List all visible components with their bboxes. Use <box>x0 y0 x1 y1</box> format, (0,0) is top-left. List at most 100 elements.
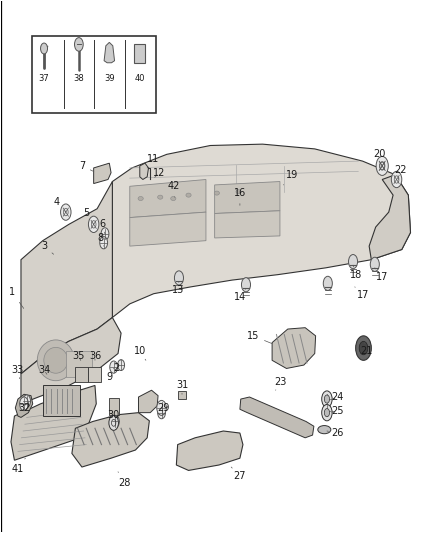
Text: 13: 13 <box>172 281 184 295</box>
Text: 3: 3 <box>41 241 53 254</box>
Polygon shape <box>369 175 410 260</box>
Circle shape <box>359 341 368 355</box>
Text: 23: 23 <box>275 377 287 390</box>
Ellipse shape <box>171 197 176 200</box>
Text: 24: 24 <box>331 392 343 402</box>
Circle shape <box>370 257 379 271</box>
Text: 40: 40 <box>134 74 145 83</box>
FancyBboxPatch shape <box>178 391 186 399</box>
Circle shape <box>324 395 329 403</box>
FancyBboxPatch shape <box>88 367 102 382</box>
Circle shape <box>376 156 389 175</box>
Polygon shape <box>272 328 316 368</box>
Circle shape <box>74 38 83 51</box>
Text: 1: 1 <box>9 287 24 309</box>
Polygon shape <box>94 163 111 183</box>
Text: 14: 14 <box>234 288 246 302</box>
Ellipse shape <box>236 190 241 194</box>
Circle shape <box>356 336 371 360</box>
Circle shape <box>391 171 402 188</box>
Circle shape <box>241 278 251 292</box>
Text: 41: 41 <box>12 458 25 474</box>
Ellipse shape <box>186 193 191 197</box>
Text: 17: 17 <box>355 287 370 300</box>
Circle shape <box>101 228 109 240</box>
Text: 29: 29 <box>157 403 170 413</box>
Ellipse shape <box>138 197 143 200</box>
Circle shape <box>109 415 118 430</box>
Polygon shape <box>21 318 121 404</box>
Polygon shape <box>140 163 148 180</box>
Circle shape <box>322 405 332 421</box>
Circle shape <box>323 405 331 417</box>
Circle shape <box>88 216 99 232</box>
Text: 8: 8 <box>98 233 104 246</box>
Circle shape <box>158 407 166 419</box>
Text: 11: 11 <box>147 154 159 168</box>
Text: 32: 32 <box>18 403 30 413</box>
Circle shape <box>323 393 331 405</box>
Polygon shape <box>21 182 113 374</box>
Polygon shape <box>11 385 96 460</box>
Polygon shape <box>113 144 410 318</box>
Ellipse shape <box>44 348 68 373</box>
Circle shape <box>60 204 71 220</box>
Circle shape <box>112 415 119 427</box>
Circle shape <box>20 397 28 410</box>
FancyBboxPatch shape <box>74 367 88 382</box>
Circle shape <box>349 255 357 269</box>
Circle shape <box>174 271 184 285</box>
Text: 35: 35 <box>73 351 85 361</box>
Circle shape <box>117 360 124 370</box>
Ellipse shape <box>214 191 219 195</box>
Ellipse shape <box>158 195 163 199</box>
Circle shape <box>323 276 332 290</box>
Ellipse shape <box>37 340 74 381</box>
Polygon shape <box>130 212 206 246</box>
Text: 33: 33 <box>12 365 24 378</box>
Polygon shape <box>240 397 314 438</box>
Polygon shape <box>15 394 33 417</box>
Text: 36: 36 <box>89 351 101 361</box>
FancyBboxPatch shape <box>134 44 145 63</box>
FancyBboxPatch shape <box>32 36 156 113</box>
Text: 7: 7 <box>79 161 94 172</box>
FancyBboxPatch shape <box>66 351 92 377</box>
Text: 30: 30 <box>108 410 120 423</box>
Circle shape <box>324 409 329 417</box>
Polygon shape <box>177 431 243 471</box>
Circle shape <box>100 237 108 249</box>
Text: 10: 10 <box>134 346 146 360</box>
Text: 15: 15 <box>247 331 272 344</box>
Text: 28: 28 <box>118 472 131 488</box>
Polygon shape <box>138 390 158 413</box>
FancyBboxPatch shape <box>110 398 119 415</box>
Text: 12: 12 <box>153 168 165 177</box>
Text: 42: 42 <box>167 181 180 197</box>
Text: 2: 2 <box>113 360 121 374</box>
Ellipse shape <box>318 425 331 434</box>
Polygon shape <box>130 180 206 217</box>
Text: 19: 19 <box>283 169 298 185</box>
Circle shape <box>377 158 388 174</box>
Text: 9: 9 <box>106 368 114 382</box>
Text: 17: 17 <box>375 268 389 282</box>
Text: 34: 34 <box>38 365 50 375</box>
Polygon shape <box>215 211 280 238</box>
Text: 21: 21 <box>360 343 372 357</box>
Text: 6: 6 <box>99 220 106 234</box>
Text: 39: 39 <box>104 74 115 83</box>
Text: 20: 20 <box>373 149 385 166</box>
Circle shape <box>41 43 47 54</box>
Text: 5: 5 <box>83 208 94 224</box>
Text: 25: 25 <box>331 406 344 416</box>
Circle shape <box>110 361 117 373</box>
Text: 31: 31 <box>176 381 188 394</box>
Text: 4: 4 <box>54 197 66 212</box>
Text: 26: 26 <box>327 428 343 438</box>
Text: 18: 18 <box>350 265 362 280</box>
Text: 27: 27 <box>231 467 246 481</box>
Circle shape <box>23 395 31 407</box>
FancyBboxPatch shape <box>43 385 80 416</box>
Text: 16: 16 <box>234 188 246 205</box>
